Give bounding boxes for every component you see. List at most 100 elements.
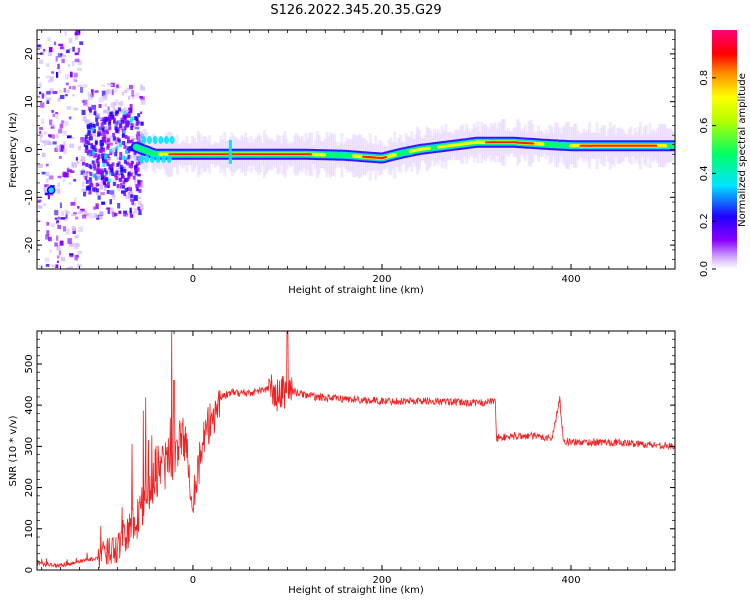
heat-noise (94, 176, 99, 181)
heat-cluster (134, 116, 138, 121)
heat-cluster (92, 173, 96, 178)
heat-noise (133, 124, 138, 127)
heat-cluster (88, 177, 92, 182)
heat-noise (51, 110, 54, 113)
snr-xlabel: Height of straight line (km) (288, 585, 424, 596)
heat-cluster (115, 129, 119, 134)
heat-noise (99, 180, 105, 187)
heat-noise (72, 228, 76, 234)
heat-noise (57, 175, 62, 179)
heat-cluster (122, 129, 126, 134)
heat-noise (47, 37, 51, 42)
heat-cluster (98, 148, 102, 153)
heat-cluster (112, 182, 116, 187)
heat-noise (74, 254, 78, 261)
heat-noise (75, 30, 81, 35)
heat-noise (54, 242, 58, 247)
heat-noise (59, 240, 64, 246)
heat-noise (129, 214, 134, 218)
heat-noise (39, 131, 42, 134)
heat-noise (80, 208, 85, 212)
heat-noise (74, 235, 79, 239)
heat-cluster (135, 121, 139, 126)
heat-cluster (102, 158, 106, 163)
heat-cluster (119, 142, 123, 147)
heat-noise (63, 87, 66, 93)
heat-noise (39, 133, 43, 138)
heat-noise (123, 166, 128, 170)
heat-noise (57, 216, 61, 220)
heat-noise (130, 168, 133, 172)
heat-noise (43, 93, 47, 98)
heat-cluster (94, 152, 98, 157)
heat-blob (161, 155, 167, 164)
heat-noise (66, 135, 72, 139)
heat-noise (39, 59, 44, 64)
heat-cluster (123, 168, 127, 173)
heat-noise (91, 121, 95, 125)
heat-noise (40, 102, 45, 108)
colorbar-ticks: 0.0 0.2 0.4 0.6 0.8 (699, 70, 716, 277)
heat-noise (88, 112, 93, 116)
heat-noise (62, 178, 66, 182)
heat-noise (131, 94, 135, 97)
heat-noise (66, 169, 72, 173)
heat-cluster (137, 137, 141, 142)
heat-noise (43, 187, 49, 193)
heat-noise (47, 194, 51, 200)
heat-cluster (116, 127, 120, 132)
heat-cluster (119, 151, 123, 156)
heat-noise (124, 141, 130, 146)
heat-noise (110, 190, 115, 195)
heat-cluster (93, 163, 97, 168)
heat-cluster (84, 134, 88, 139)
heat-noise (59, 144, 65, 151)
heat-blob (46, 185, 56, 195)
heat-noise (68, 86, 72, 90)
heat-noise (56, 255, 60, 259)
heat-cluster (123, 192, 127, 197)
heat-cluster (116, 183, 120, 188)
heat-cluster (90, 144, 94, 149)
heat-noise (70, 201, 76, 206)
colorbar-tick-label: 0.0 (699, 261, 710, 277)
heat-noise (46, 75, 50, 79)
spectrogram-ytick-label: -10 (24, 189, 35, 205)
heat-noise (94, 90, 99, 93)
heat-noise (85, 104, 89, 107)
heat-noise (65, 82, 69, 86)
snr-line (37, 331, 675, 569)
heat-noise (87, 137, 91, 141)
heat-noise (83, 210, 88, 214)
heat-noise (126, 215, 129, 218)
snr-ytick-label: 200 (24, 478, 35, 497)
heat-noise (56, 260, 59, 264)
heat-cluster (105, 177, 109, 182)
heat-noise (95, 113, 100, 119)
heat-cluster (124, 187, 128, 192)
heat-noise (100, 192, 105, 196)
heat-noise (80, 170, 85, 176)
heat-noise (62, 44, 66, 50)
heat-noise (129, 207, 132, 214)
heat-noise (81, 161, 86, 166)
heat-cluster (102, 163, 106, 168)
heat-noise (107, 185, 110, 188)
heat-cluster (109, 171, 113, 176)
heat-noise (59, 123, 64, 129)
heat-cluster (93, 144, 97, 149)
heat-noise (48, 51, 53, 56)
heat-noise (45, 171, 50, 177)
heat-noise (73, 107, 79, 111)
snr-axes: 0 200 400 0 100 200 300 400 500 (24, 330, 675, 586)
heat-noise (57, 225, 62, 230)
snr-ytick-label: 0 (24, 567, 35, 573)
heat-noise (48, 47, 53, 53)
heat-noise (113, 108, 116, 115)
heat-noise (78, 226, 84, 233)
heat-noise (112, 150, 115, 155)
heat-cluster (134, 171, 138, 176)
heat-noise (65, 74, 69, 80)
heat-noise (56, 245, 61, 251)
heat-noise (91, 184, 94, 191)
